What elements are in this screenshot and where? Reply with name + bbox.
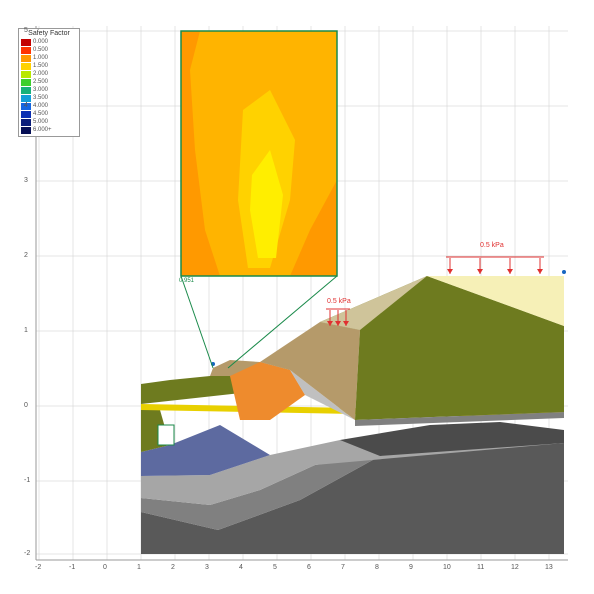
y-tick-label: 3 xyxy=(24,177,28,184)
legend-value: 0.000 xyxy=(33,39,48,45)
zoom-connector xyxy=(181,276,213,368)
load-label: 0.5 kPa xyxy=(327,298,351,305)
legend-row: 5.000 xyxy=(21,118,77,126)
legend-swatch xyxy=(21,39,31,46)
x-tick-label: 6 xyxy=(307,564,311,571)
legend-title: Safety Factor xyxy=(21,30,77,37)
y-tick-label: 0 xyxy=(24,402,28,409)
x-tick-label: -1 xyxy=(69,564,75,571)
legend-swatch xyxy=(21,119,31,126)
legend-swatch xyxy=(21,63,31,70)
zoom-min-sf-label: 0.951 xyxy=(179,278,194,284)
zoom-connector xyxy=(228,276,337,368)
x-tick-label: -2 xyxy=(35,564,41,571)
legend-row: 0.000 xyxy=(21,38,77,46)
legend-value: 2.000 xyxy=(33,71,48,77)
legend-row: 2.000 xyxy=(21,70,77,78)
legend-row: 4.000 xyxy=(21,102,77,110)
legend-value: 5.000 xyxy=(33,119,48,125)
load-label: 0.5 kPa xyxy=(480,242,504,249)
x-tick-label: 3 xyxy=(205,564,209,571)
y-tick-label: 4 xyxy=(24,102,28,109)
legend-swatch xyxy=(21,79,31,86)
legend-value: 3.000 xyxy=(33,87,48,93)
x-tick-label: 2 xyxy=(171,564,175,571)
x-tick-label: 5 xyxy=(273,564,277,571)
y-tick-label: -1 xyxy=(24,477,30,484)
legend-swatch xyxy=(21,87,31,94)
legend-row: 6.000+ xyxy=(21,126,77,134)
legend-row: 4.500 xyxy=(21,110,77,118)
legend-value: 3.500 xyxy=(33,95,48,101)
x-tick-label: 10 xyxy=(443,564,451,571)
legend-row: 3.500 xyxy=(21,94,77,102)
figure-canvas: Safety Factor 0.000 0.500 1.000 1.500 2.000 2… xyxy=(0,0,594,594)
x-tick-label: 11 xyxy=(477,564,484,571)
y-tick-label: 5 xyxy=(24,27,28,34)
x-tick-label: 4 xyxy=(239,564,243,571)
legend-value: 4.000 xyxy=(33,103,48,109)
y-tick-label: -2 xyxy=(24,550,30,557)
legend-value: 1.500 xyxy=(33,63,48,69)
x-tick-label: 1 xyxy=(137,564,141,571)
x-tick-label: 12 xyxy=(511,564,519,571)
y-tick-label: 2 xyxy=(24,252,28,259)
legend-swatch xyxy=(21,127,31,134)
legend-row: 2.500 xyxy=(21,78,77,86)
x-tick-label: 13 xyxy=(545,564,553,571)
y-tick-label: 1 xyxy=(24,327,28,334)
legend-swatch xyxy=(21,55,31,62)
legend-swatch xyxy=(21,111,31,118)
x-tick-label: 0 xyxy=(103,564,107,571)
legend-row: 1.000 xyxy=(21,54,77,62)
legend-row: 1.500 xyxy=(21,62,77,70)
legend-value: 2.500 xyxy=(33,79,48,85)
x-tick-label: 9 xyxy=(409,564,413,571)
legend-swatch xyxy=(21,47,31,54)
legend-row: 3.000 xyxy=(21,86,77,94)
legend-swatch xyxy=(21,95,31,102)
legend-swatch xyxy=(21,71,31,78)
legend-value: 6.000+ xyxy=(33,127,52,133)
legend-value: 1.000 xyxy=(33,55,48,61)
legend-value: 0.500 xyxy=(33,47,48,53)
x-tick-label: 8 xyxy=(375,564,379,571)
x-tick-label: 7 xyxy=(341,564,345,571)
zoom-inset xyxy=(0,0,594,594)
legend-safety-factor: Safety Factor 0.000 0.500 1.000 1.500 2.000 2… xyxy=(18,28,80,137)
legend-value: 4.500 xyxy=(33,111,48,117)
legend-row: 0.500 xyxy=(21,46,77,54)
